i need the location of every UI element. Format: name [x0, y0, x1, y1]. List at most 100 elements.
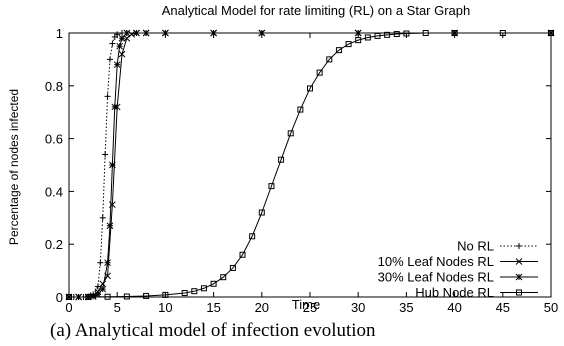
data-point: [287, 130, 294, 137]
x-tick-label: 30: [351, 300, 365, 315]
data-point: [268, 183, 275, 190]
data-point: [451, 30, 458, 36]
figure-caption: (a) Analytical model of infection evolut…: [50, 320, 376, 341]
x-axis-label: Time: [292, 297, 320, 312]
data-point: [109, 40, 116, 47]
data-point: [142, 29, 150, 37]
legend-item: 10% Leaf Nodes RL: [378, 254, 538, 269]
data-point: [499, 30, 506, 36]
x-tick-label: 25: [303, 300, 317, 315]
legend-item: 30% Leaf Nodes RL: [378, 270, 538, 285]
data-point: [220, 274, 227, 281]
data-point: [66, 294, 72, 300]
data-point: [104, 293, 111, 300]
data-point: [393, 31, 400, 38]
x-tick-label: 15: [206, 300, 220, 315]
chart-title: Analytical Model for rate limiting (RL) …: [162, 3, 471, 18]
data-point: [239, 251, 246, 258]
x-tick-label: 20: [255, 300, 269, 315]
data-point: [143, 292, 150, 299]
x-tick-label: 40: [447, 300, 461, 315]
data-point: [307, 85, 313, 92]
data-point: [364, 34, 371, 41]
legend-marker: [515, 258, 523, 265]
y-tick-label: 0: [56, 290, 63, 305]
data-point: [278, 156, 285, 163]
data-point: [123, 34, 131, 42]
series-3: [66, 30, 554, 300]
x-tick-label: 45: [496, 300, 510, 315]
data-point: [109, 161, 116, 169]
legend-label: 30% Leaf Nodes RL: [378, 270, 494, 285]
x-tick-label: 10: [158, 300, 172, 315]
data-point: [118, 34, 126, 42]
series-line: [69, 32, 551, 298]
data-point: [97, 259, 104, 266]
data-point: [374, 32, 381, 39]
data-point: [403, 30, 410, 37]
data-point: [548, 30, 554, 36]
data-point: [345, 41, 352, 48]
legend-marker: [515, 273, 523, 281]
data-point: [210, 280, 217, 287]
data-point: [355, 37, 362, 44]
data-point: [258, 29, 266, 37]
data-point: [384, 31, 391, 38]
data-point: [162, 291, 169, 298]
data-point: [116, 42, 123, 50]
x-tick-label: 50: [544, 300, 558, 315]
legend-marker: [516, 289, 522, 296]
data-point: [104, 93, 111, 100]
data-point: [181, 290, 188, 297]
data-point: [102, 151, 109, 158]
y-tick-label: 0.8: [45, 79, 63, 94]
legend-label: No RL: [457, 239, 494, 254]
data-point: [128, 30, 136, 38]
y-tick-label: 0.4: [45, 184, 63, 199]
data-point: [123, 29, 131, 37]
data-point: [162, 29, 169, 37]
data-point: [106, 56, 113, 63]
data-point: [133, 29, 140, 37]
data-point: [118, 50, 126, 58]
data-point: [111, 103, 119, 111]
series-layer: [65, 29, 555, 301]
legend-marker: [516, 243, 522, 249]
data-point: [422, 30, 429, 36]
y-tick-label: 0.2: [45, 237, 63, 252]
legend-item: No RL: [457, 239, 538, 254]
data-point: [229, 264, 236, 271]
legend-label: 10% Leaf Nodes RL: [378, 254, 494, 269]
legend-item: Hub Node RL: [415, 285, 538, 300]
data-point: [335, 47, 342, 54]
data-point: [113, 61, 121, 69]
data-point: [297, 106, 304, 113]
data-point: [326, 56, 333, 63]
y-tick-label: 0.6: [45, 132, 63, 147]
x-tick-label: 0: [65, 300, 72, 315]
data-point: [104, 259, 111, 267]
data-point: [249, 233, 256, 240]
data-point: [258, 209, 265, 216]
data-point: [123, 293, 130, 300]
x-tick-label: 35: [399, 300, 413, 315]
legend-label: Hub Node RL: [415, 285, 494, 300]
data-point: [99, 214, 106, 221]
data-point: [354, 29, 362, 37]
x-tick-label: 5: [114, 300, 121, 315]
data-point: [106, 222, 114, 230]
data-point: [99, 280, 107, 288]
data-point: [210, 29, 217, 37]
axis-ticks: 0 5 10 15 20 25 30 35 40 45 50 0 0.2 0.4 0.6 0.8 1: [45, 26, 558, 315]
y-tick-label: 1: [56, 26, 63, 41]
data-point: [114, 31, 121, 38]
data-point: [191, 288, 198, 295]
y-axis-label: Percentage of nodes infected: [7, 89, 21, 245]
data-point: [316, 69, 323, 76]
data-point: [99, 285, 107, 293]
series-line: [69, 32, 551, 298]
data-point: [200, 285, 207, 292]
data-point: [85, 294, 92, 300]
